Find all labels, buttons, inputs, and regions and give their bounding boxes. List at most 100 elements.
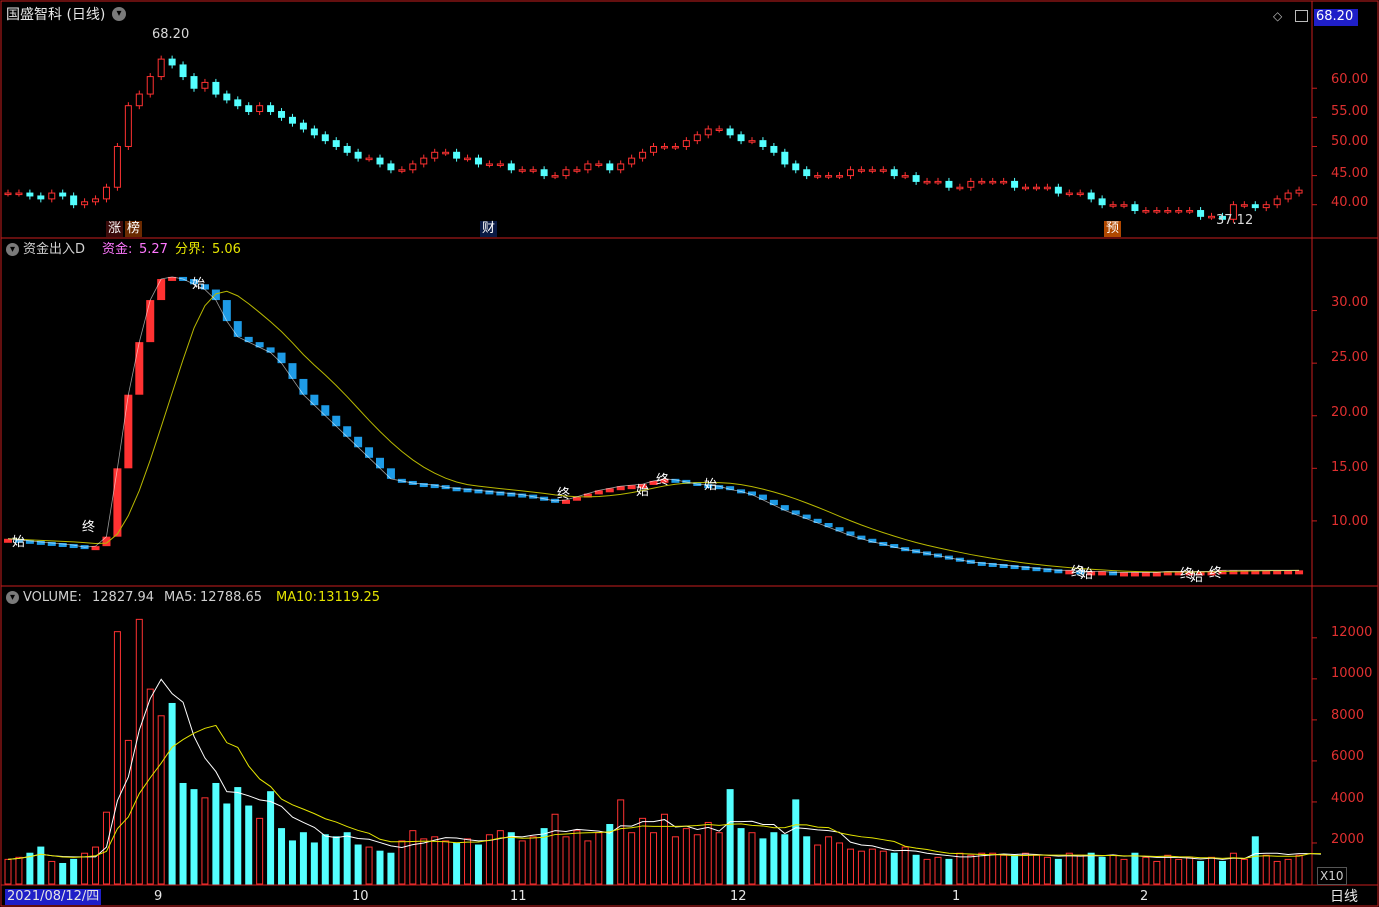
fund-line (7, 276, 1300, 573)
volume-bar (1175, 858, 1183, 885)
ma10-label: MA10: (276, 590, 318, 605)
candle-body (1109, 204, 1117, 207)
signal-mark: 终 (82, 520, 96, 535)
event-tag-cai[interactable]: 财 (480, 221, 498, 237)
volume-bar (1251, 836, 1259, 885)
volume-bar (540, 828, 548, 885)
ma5-value: 12788.65 (200, 590, 263, 605)
fund-block (430, 484, 439, 489)
fund-block (660, 478, 669, 483)
volume-bar (267, 791, 275, 885)
fund-block (1141, 572, 1150, 577)
event-tag-zhang[interactable]: 涨 (106, 221, 124, 237)
indicator-tick: 20.00 (1331, 405, 1369, 420)
volume-bar (245, 805, 253, 885)
candle-body (868, 169, 876, 172)
candle-body (507, 163, 515, 171)
candle-body (288, 116, 296, 124)
fund-block (583, 493, 592, 498)
candle-body (124, 105, 132, 147)
fund-block (310, 394, 319, 406)
fund-block (1196, 571, 1205, 576)
bound-value: 5.06 (212, 242, 241, 257)
signal-mark: 始 (192, 277, 206, 292)
volume-bar (1164, 854, 1172, 885)
signal-mark: 始 (12, 535, 26, 550)
fund-block (463, 488, 472, 493)
fund-block (69, 544, 78, 549)
candle-body (190, 76, 198, 89)
fund-block (1109, 571, 1118, 576)
event-tag-bang[interactable]: 榜 (125, 221, 143, 237)
event-tag-yu[interactable]: 预 (1104, 221, 1122, 237)
fund-block (605, 488, 614, 493)
candle-body (671, 145, 679, 149)
volume-bar (168, 702, 176, 885)
chevron-down-icon[interactable]: ▾ (6, 243, 19, 256)
restore-window-icon[interactable] (1295, 10, 1308, 22)
volume-bar (1032, 854, 1040, 885)
volume-unit: X10 (1317, 867, 1347, 885)
volume-bar (1022, 852, 1030, 885)
volume-tick: 6000 (1331, 749, 1365, 764)
candle-body (595, 163, 603, 166)
month-tick: 11 (510, 889, 527, 904)
candle-body (1032, 186, 1040, 190)
candle-body (15, 192, 23, 196)
volume-bar (1142, 856, 1150, 885)
candle-body (781, 151, 789, 165)
volume-bar (310, 842, 318, 885)
candle-body (1076, 192, 1084, 196)
candle-body (212, 81, 220, 95)
fund-block (758, 494, 767, 500)
fund-block (1218, 570, 1227, 575)
volume-bar (584, 840, 592, 885)
volume-bar (1295, 854, 1303, 885)
fund-block (572, 496, 581, 501)
candle-body (759, 140, 767, 147)
candle-body (1273, 198, 1281, 206)
candle-body (376, 157, 384, 165)
volume-bar (836, 842, 844, 885)
diamond-icon[interactable]: ◇ (1273, 9, 1283, 23)
fund-block (365, 447, 374, 458)
indicator-tick: 30.00 (1331, 295, 1369, 310)
candle-body (201, 81, 209, 89)
fund-block (168, 276, 177, 281)
candle-body (573, 169, 581, 172)
candle-body (102, 186, 110, 200)
fund-block (47, 541, 56, 546)
chevron-down-icon[interactable]: ▾ (6, 591, 19, 604)
fund-block (780, 505, 789, 511)
fund-block (146, 300, 155, 343)
period-button[interactable]: 日线 (1330, 889, 1358, 905)
candle-body (278, 111, 286, 118)
candle-body (704, 128, 712, 136)
volume-bar (825, 836, 833, 885)
fund-block (1120, 572, 1128, 577)
candle-body (321, 134, 329, 142)
candle-body (628, 157, 636, 165)
volume-bar (562, 836, 570, 885)
candle-body (803, 169, 811, 177)
indicator-name: 资金出入D (23, 242, 86, 257)
volume-bar (464, 838, 472, 885)
candle-body (945, 180, 953, 188)
candle-body (256, 105, 264, 113)
volume-bar (518, 840, 526, 885)
volume-bar (376, 850, 384, 885)
volume-bar (474, 844, 482, 885)
fund-block (627, 485, 636, 490)
volume-bar (321, 834, 329, 885)
volume-bar (48, 860, 56, 885)
volume-bar (507, 832, 515, 885)
chevron-down-icon[interactable]: ▾ (112, 7, 126, 21)
volume-bar (890, 852, 898, 885)
volume-bar (628, 832, 636, 885)
price-tick: 45.00 (1331, 166, 1369, 181)
fund-block (102, 536, 111, 547)
signal-mark: 终 (1071, 565, 1085, 580)
fund-block (715, 485, 724, 490)
